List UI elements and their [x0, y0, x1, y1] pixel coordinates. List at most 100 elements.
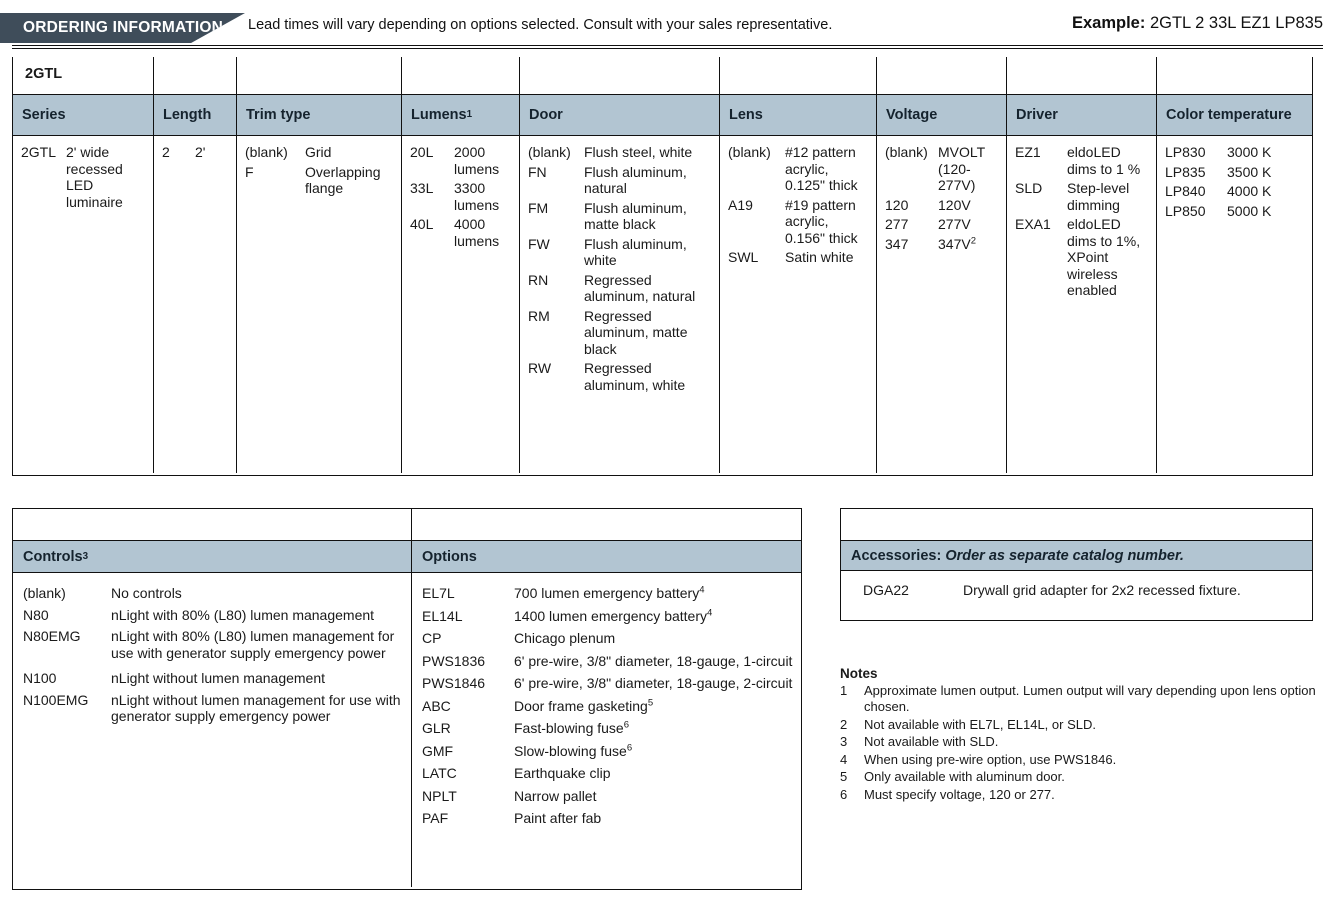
option-row[interactable]: 2GTL 2' wide recessed LED luminaire — [21, 144, 149, 210]
option-row[interactable]: 120 120V — [885, 197, 1002, 214]
option-row[interactable]: N100 nLight without lumen management — [23, 670, 405, 687]
option-row[interactable]: (blank) #12 pattern acrylic, 0.125" thic… — [728, 144, 872, 194]
option-code: LP835 — [1165, 163, 1206, 180]
option-code: PWS1846 — [422, 675, 486, 691]
option-desc-text: Fast-blowing fuse — [514, 720, 624, 736]
ordering-matrix-table: 2GTL Series Length Trim type Lumens 1 — [12, 57, 1313, 476]
option-row[interactable]: LATC Earthquake clip — [422, 765, 795, 782]
option-row[interactable]: (blank) Flush steel, white — [528, 144, 715, 161]
option-desc: 2' — [195, 144, 206, 160]
option-code: 20L — [410, 144, 434, 160]
option-row[interactable]: EXA1 eldoLED dims to 1%, XPoint wireless… — [1015, 216, 1152, 299]
option-row[interactable]: PAF Paint after fab — [422, 810, 795, 827]
option-row[interactable]: NPLT Narrow pallet — [422, 788, 795, 805]
column-header-label: Lumens — [411, 107, 467, 123]
option-row[interactable]: (blank) MVOLT (120-277V) — [885, 144, 1002, 194]
option-row[interactable]: N80EMG nLight with 80% (L80) lumen manag… — [23, 628, 405, 661]
ordering-matrix-body: 2GTL 2' wide recessed LED luminaire 2 2'… — [13, 136, 1312, 473]
option-desc: eldoLED dims to 1 % — [1067, 144, 1141, 177]
option-row[interactable]: FW Flush aluminum, white — [528, 236, 715, 269]
option-row[interactable]: N100EMG nLight without lumen management … — [23, 692, 405, 725]
option-row[interactable]: FM Flush aluminum, matte black — [528, 200, 715, 233]
option-desc: 3500 K — [1227, 163, 1272, 180]
option-desc: Regressed aluminum, natural — [584, 271, 696, 305]
option-desc: nLight with 80% (L80) lumen management f… — [111, 628, 395, 661]
column-header-driver: Driver — [1006, 95, 1156, 135]
option-row[interactable]: N80 nLight with 80% (L80) lumen manageme… — [23, 607, 405, 624]
option-code: N80 — [23, 606, 49, 623]
col-divider — [1006, 57, 1007, 94]
column-body-color-temperature: LP830 3000 K LP835 3500 K LP840 4000 K L… — [1156, 136, 1312, 473]
option-desc: Step-level dimming — [1067, 180, 1130, 213]
column-header-label: Color temperature — [1166, 107, 1292, 123]
option-row[interactable]: SLD Step-level dimming — [1015, 180, 1152, 213]
column-header-label: Trim type — [246, 107, 311, 123]
option-row[interactable]: (blank) Grid — [245, 144, 397, 161]
option-row[interactable]: 2 2' — [162, 144, 232, 161]
series-code-cell: 2GTL — [25, 66, 63, 82]
option-code: N100 — [23, 670, 57, 686]
option-code: DGA22 — [863, 582, 909, 598]
column-header-voltage: Voltage — [876, 95, 1006, 135]
option-desc: #19 pattern acrylic, 0.156" thick — [785, 196, 858, 246]
option-code: 33L — [410, 180, 434, 196]
column-body-trim-type: (blank) Grid F Overlapping flange — [236, 136, 401, 473]
note-text: Approximate lumen output. Lumen output w… — [864, 683, 1316, 714]
note-number: 2 — [840, 716, 848, 732]
option-row[interactable]: LP850 5000 K — [1165, 203, 1308, 220]
option-row[interactable]: GLR Fast-blowing fuse6 — [422, 720, 795, 737]
option-row[interactable]: A19 #19 pattern acrylic, 0.156" thick — [728, 197, 872, 247]
option-code: FN — [528, 163, 547, 180]
col-divider — [719, 57, 720, 94]
option-desc: 6' pre-wire, 3/8" diameter, 18-gauge, 1-… — [514, 653, 795, 670]
option-desc: Chicago plenum — [514, 630, 795, 647]
column-header-lumens: Lumens 1 — [401, 95, 519, 135]
option-row[interactable]: 277 277V — [885, 216, 1002, 233]
note-item: 4 When using pre-wire option, use PWS184… — [840, 752, 1320, 768]
option-row[interactable]: EL7L 700 lumen emergency battery4 — [422, 585, 795, 602]
column-header-length: Length — [153, 95, 236, 135]
option-row[interactable]: CP Chicago plenum — [422, 630, 795, 647]
option-row[interactable]: DGA22 Drywall grid adapter for 2x2 reces… — [863, 582, 1302, 599]
option-row[interactable]: LP840 4000 K — [1165, 183, 1308, 200]
option-row[interactable]: GMF Slow-blowing fuse6 — [422, 743, 795, 760]
option-row[interactable]: RW Regressed aluminum, white — [528, 360, 715, 393]
option-row[interactable]: RM Regressed aluminum, matte black — [528, 308, 715, 358]
option-row[interactable]: SWL Satin white — [728, 249, 872, 266]
option-code: SWL — [728, 249, 759, 265]
note-text: Only available with aluminum door. — [864, 769, 1065, 784]
option-desc-text: 700 lumen emergency battery — [514, 585, 700, 601]
option-row[interactable]: PWS1846 6' pre-wire, 3/8" diameter, 18-g… — [422, 675, 795, 692]
option-row[interactable]: FN Flush aluminum, natural — [528, 164, 715, 197]
option-row[interactable]: 347 347V2 — [885, 236, 1002, 253]
option-row[interactable]: 33L 3300 lumens — [410, 180, 515, 213]
option-code: PWS1836 — [422, 652, 486, 669]
option-code: FM — [528, 199, 549, 216]
note-item: 6 Must specify voltage, 120 or 277. — [840, 787, 1320, 803]
option-row[interactable]: LP835 3500 K — [1165, 164, 1308, 181]
option-row[interactable]: LP830 3000 K — [1165, 144, 1308, 161]
option-row[interactable]: 20L 2000 lumens — [410, 144, 515, 177]
column-header-door: Door — [519, 95, 719, 135]
col-divider — [1156, 57, 1157, 94]
column-header-label: Driver — [1016, 107, 1058, 123]
option-row[interactable]: ABC Door frame gasketing5 — [422, 698, 795, 715]
note-item: 2 Not available with EL7L, EL14L, or SLD… — [840, 717, 1320, 733]
option-row[interactable]: EL14L 1400 lumen emergency battery4 — [422, 608, 795, 625]
option-code: EL7L — [422, 585, 455, 601]
option-row[interactable]: F Overlapping flange — [245, 164, 397, 197]
option-row[interactable]: EZ1 eldoLED dims to 1 % — [1015, 144, 1152, 177]
option-desc-text: 6' pre-wire, 3/8" diameter, 18-gauge, 1-… — [514, 652, 793, 669]
col-divider — [401, 57, 402, 94]
option-code: (blank) — [728, 144, 771, 160]
option-row[interactable]: (blank) No controls — [23, 585, 405, 602]
option-row[interactable]: RN Regressed aluminum, natural — [528, 272, 715, 305]
option-desc-text: Slow-blowing fuse — [514, 742, 627, 759]
option-code: F — [245, 163, 254, 180]
option-desc: 3300 lumens — [454, 180, 500, 213]
option-row[interactable]: 40L 4000 lumens — [410, 216, 515, 249]
option-row[interactable]: PWS1836 6' pre-wire, 3/8" diameter, 18-g… — [422, 653, 795, 670]
column-body-voltage: (blank) MVOLT (120-277V) 120 120V 277 27… — [876, 136, 1006, 473]
column-body-lens: (blank) #12 pattern acrylic, 0.125" thic… — [719, 136, 876, 473]
section-header-options: Options — [411, 541, 801, 572]
